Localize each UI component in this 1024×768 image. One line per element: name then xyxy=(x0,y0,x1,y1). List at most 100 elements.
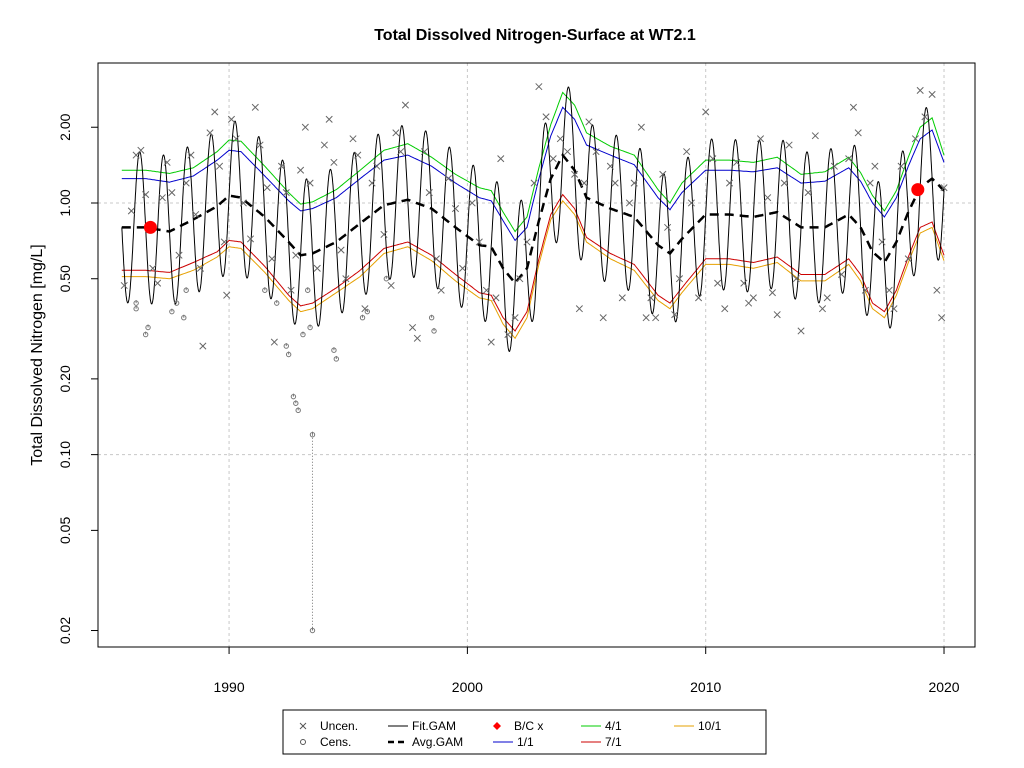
censored-point xyxy=(295,407,301,414)
uncensored-point xyxy=(530,179,538,187)
legend-circle-icon xyxy=(300,739,306,745)
y-tick-label: 0.20 xyxy=(57,365,73,392)
uncensored-point xyxy=(330,158,338,166)
series-1-1-line xyxy=(121,106,945,242)
series-7-1-line xyxy=(121,193,945,332)
y-tick-label: 0.50 xyxy=(57,265,73,292)
avg-gam-line xyxy=(121,152,945,286)
uncensored-point xyxy=(313,264,321,272)
censored-point xyxy=(181,315,187,321)
uncensored-point xyxy=(277,162,286,170)
censored-point xyxy=(428,315,435,321)
uncensored-point xyxy=(182,179,190,187)
uncensored-point xyxy=(192,210,200,219)
uncensored-point xyxy=(137,146,145,154)
uncensored-point xyxy=(933,286,941,294)
legend-label: Uncen. xyxy=(320,719,358,733)
legend-item: 10/1 xyxy=(674,719,722,733)
uncensored-point xyxy=(575,305,583,313)
uncensored-point xyxy=(938,314,946,322)
uncensored-point xyxy=(599,314,607,322)
uncensored-point xyxy=(768,289,776,297)
uncensored-point xyxy=(830,162,838,170)
uncensored-point xyxy=(871,162,879,170)
censored-point xyxy=(359,315,366,321)
uncensored-point xyxy=(337,246,345,254)
uncensored-point xyxy=(818,305,827,313)
uncensored-point xyxy=(702,108,710,116)
uncensored-point xyxy=(504,331,512,339)
y-tick-label: 0.02 xyxy=(57,617,73,644)
censored-point xyxy=(173,300,180,306)
uncensored-point xyxy=(287,286,295,294)
legend-label: Avg.GAM xyxy=(412,735,463,749)
uncensored-point xyxy=(592,148,600,156)
y-tick-label: 0.05 xyxy=(57,517,73,544)
censored-point xyxy=(283,343,289,349)
censored-point xyxy=(307,324,313,331)
uncensored-point xyxy=(861,286,869,294)
uncensored-point xyxy=(282,189,290,197)
uncensored-point xyxy=(773,311,781,319)
series-layer xyxy=(121,86,945,352)
uncensored-point xyxy=(687,199,695,207)
censored-point xyxy=(285,351,292,358)
uncensored-point xyxy=(492,294,500,302)
uncensored-point xyxy=(251,103,259,111)
uncensored-point xyxy=(211,108,219,116)
legend-item: B/C x xyxy=(493,719,543,733)
uncensored-point xyxy=(413,334,421,342)
uncensored-point xyxy=(223,291,231,299)
uncensored-point xyxy=(797,327,805,335)
censored-point xyxy=(300,331,306,338)
series-10-1-line xyxy=(121,199,945,340)
uncensored-point xyxy=(733,158,741,166)
uncensored-point xyxy=(780,179,788,187)
legend-label: 1/1 xyxy=(517,735,534,749)
uncensored-point xyxy=(482,286,491,294)
uncensored-point xyxy=(854,129,862,137)
bc-point xyxy=(143,220,157,234)
censored-point xyxy=(383,276,390,282)
y-tick-label: 2.00 xyxy=(57,113,73,140)
uncensored-point xyxy=(373,162,381,170)
uncensored-point xyxy=(878,238,886,246)
uncensored-point xyxy=(921,113,929,121)
legend-item: Uncen. xyxy=(299,719,358,733)
uncensored-point xyxy=(714,279,722,287)
uncensored-point xyxy=(811,132,819,140)
legend-item: 7/1 xyxy=(581,735,622,749)
axis-layer: 1990 2000 2010 2020 0.02 0.05 0.10 0.20 0.50 1.00… xyxy=(57,113,960,695)
uncensored-point xyxy=(756,135,765,143)
uncensored-point xyxy=(683,148,691,156)
y-tick-label: 1.00 xyxy=(57,189,73,216)
uncensored-point xyxy=(542,113,550,121)
censored-point xyxy=(293,400,299,406)
censored-point xyxy=(364,308,370,315)
uncensored-point xyxy=(199,342,207,350)
uncensored-point xyxy=(120,281,128,290)
uncensored-point xyxy=(232,135,240,143)
legend-item: 1/1 xyxy=(493,735,534,749)
uncensored-point xyxy=(823,294,831,302)
uncensored-point xyxy=(270,338,278,346)
x-tick-label: 2010 xyxy=(690,679,721,695)
uncensored-point xyxy=(630,179,638,187)
uncensored-point xyxy=(196,264,205,272)
uncensored-point xyxy=(642,314,650,322)
uncensored-point xyxy=(168,189,176,197)
censored-point xyxy=(183,287,189,293)
uncensored-point xyxy=(523,238,531,246)
x-tick-label: 2000 xyxy=(452,679,483,695)
censored-point xyxy=(305,287,311,293)
plot-frame xyxy=(97,62,976,648)
censored-point xyxy=(333,356,340,362)
uncensored-point xyxy=(409,323,417,332)
uncensored-point xyxy=(342,275,350,283)
uncensored-point xyxy=(187,151,195,159)
uncensored-point xyxy=(535,83,543,91)
y-axis-label: Total Dissolved Nitrogen [mg/L] xyxy=(29,244,46,465)
censored-point xyxy=(142,331,149,338)
legend: Uncen. Cens. Fit.GAM Avg.GAM B/C x 1/1 4/1 7/1 1… xyxy=(282,709,767,755)
